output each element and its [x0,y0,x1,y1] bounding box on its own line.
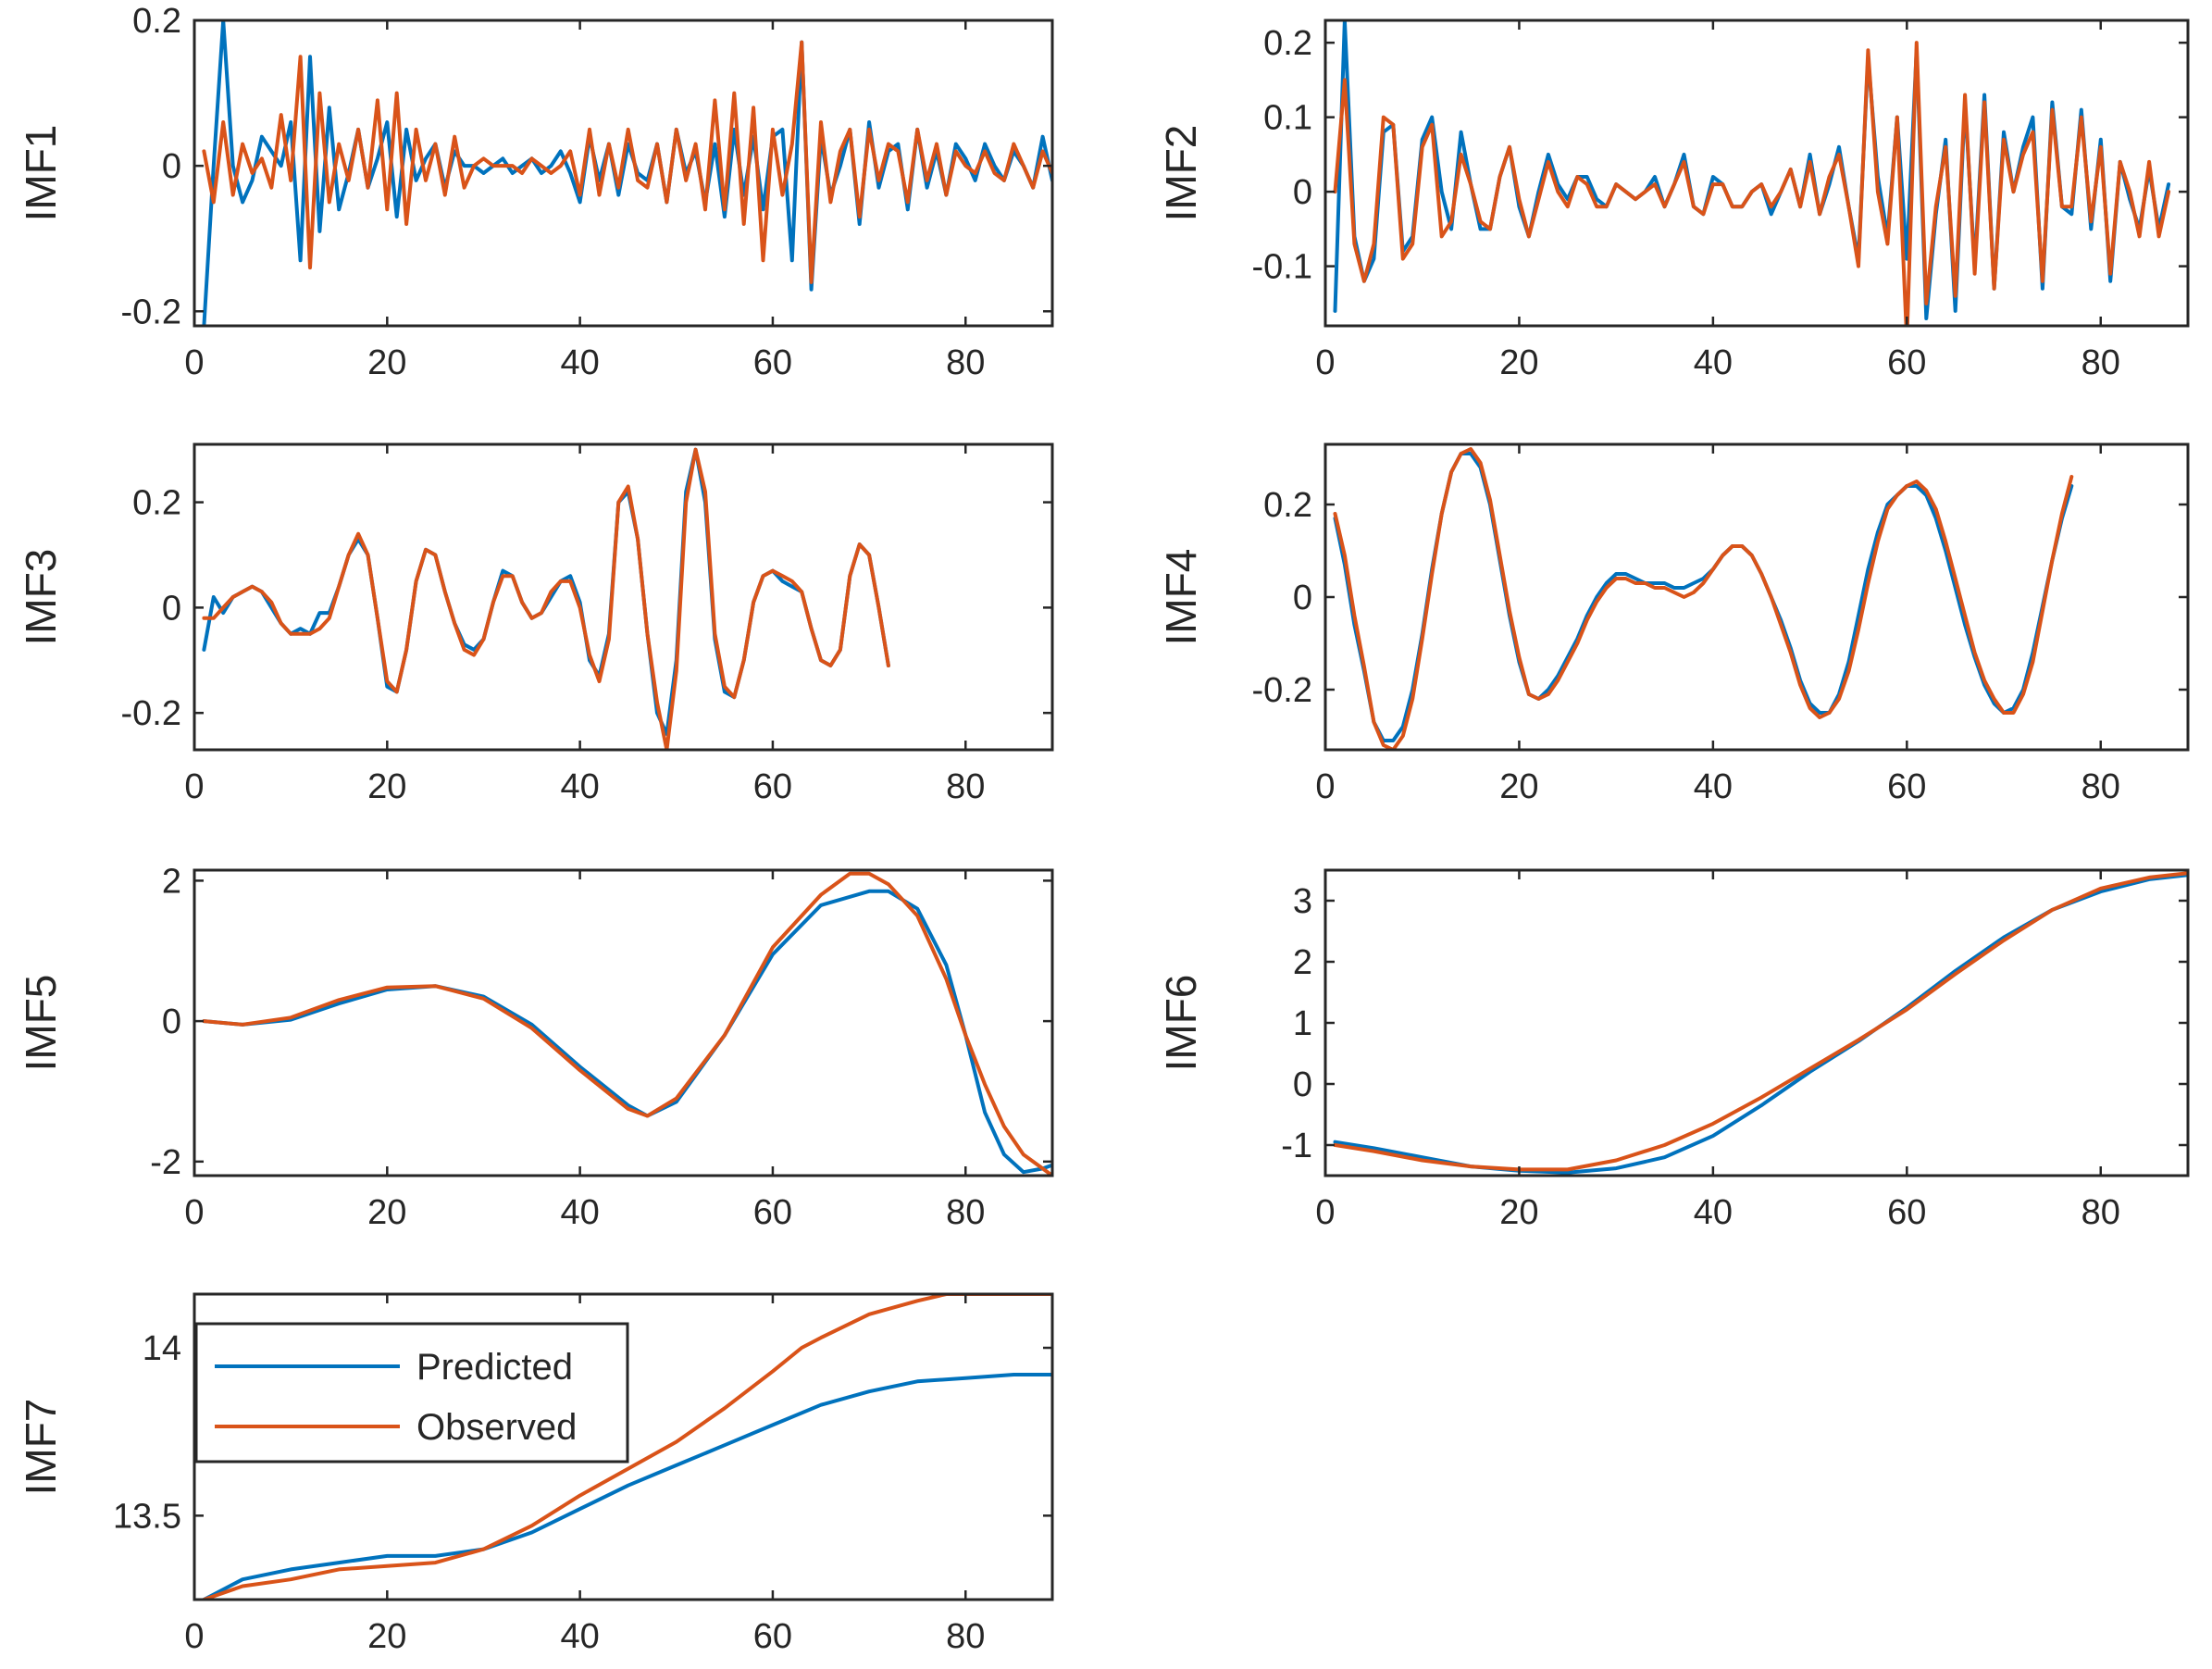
imf5-ytick-label: 2 [162,862,181,901]
imf4-series-group [1333,447,2074,750]
imf5-xtick-label: 20 [367,1193,406,1232]
imf4-panel: 0 20 40 60 80 -0.2 0 0.2 IMF4 [1157,442,2190,806]
imf7-panel: 0 20 40 60 80 13.5 14 IMF7 [17,1292,1054,1656]
imf7-series-predicted [202,1373,1052,1600]
imf1-xtick-label: 80 [946,343,985,382]
imf2-panel: 0 20 40 60 80 -0.1 0 0.1 0.2 IMF2 [1157,19,2190,382]
imf5-axes-box [193,868,1054,1177]
imf7-axes-box [193,1292,1054,1601]
imf3-xtick-label: 40 [560,767,599,806]
imf5-series-group [202,871,1052,1176]
imf6-ytick-label: 2 [1293,943,1312,982]
legend-box [194,1322,629,1463]
imf7-xtick-label: 40 [560,1617,599,1656]
imf4-xtick-label: 40 [1694,767,1733,806]
imf6-ytick-label: 1 [1293,1004,1312,1043]
imf3-xtick-label: 80 [946,767,985,806]
imf3-xtick-label: 20 [367,767,406,806]
imf6-ytick-label: -1 [1281,1127,1312,1165]
imf4-ytick-label: 0.2 [1263,486,1312,525]
imf3-axes-box [193,442,1054,752]
imf4-ytick-label: -0.2 [1252,671,1312,710]
imf3-xtick-label: 0 [184,767,204,806]
legend-label-observed: Observed [416,1407,577,1448]
imf7-ylabel: IMF7 [17,1399,65,1496]
imf1-xtick-label: 40 [560,343,599,382]
imf1-axes-box [193,19,1054,328]
imf2-ytick-label: 0 [1293,173,1312,212]
imf4-ylabel: IMF4 [1157,549,1205,646]
imf3-ytick-label: 0 [162,589,181,628]
imf6-ylabel: IMF6 [1157,975,1205,1072]
imf7-xtick-label: 0 [184,1617,204,1656]
imf3-ytick-label: 0.2 [132,484,181,523]
imf6-xtick-label: 20 [1499,1193,1538,1232]
imf7-ytick-label: 13.5 [113,1497,181,1536]
imf4-series-observed [1333,447,2074,750]
imf6-series-group [1333,871,2188,1175]
imf5-series-observed [202,871,1052,1176]
imf6-ytick-label: 0 [1293,1065,1312,1104]
imf7-series-group [202,1294,1052,1600]
imf5-xtick-label: 60 [753,1193,792,1232]
imf6-xtick-label: 60 [1887,1193,1926,1232]
legend: Predicted Observed [194,1322,629,1463]
imf6-series-observed [1333,871,2188,1172]
imf5-xtick-label: 80 [946,1193,985,1232]
imf2-xtick-label: 80 [2082,343,2120,382]
imf3-ytick-label: -0.2 [121,694,181,733]
imf1-ytick-label: 0.2 [132,2,181,41]
imf4-ytick-label: 0 [1293,579,1312,617]
imf7-xtick-label: 80 [946,1617,985,1656]
imf4-xtick-label: 80 [2082,767,2120,806]
imf2-axes-box [1323,19,2190,328]
imf6-xtick-label: 0 [1315,1193,1335,1232]
imf7-xtick-label: 60 [753,1617,792,1656]
imf5-ytick-label: -2 [150,1143,181,1182]
imf3-xtick-label: 60 [753,767,792,806]
imf4-xtick-label: 0 [1315,767,1335,806]
imf2-xtick-label: 40 [1694,343,1733,382]
imf5-ylabel: IMF5 [17,975,65,1072]
imf2-xtick-label: 60 [1887,343,1926,382]
imf2-ytick-label: 0.1 [1263,99,1312,138]
imf2-series-group [1333,20,2171,326]
imf5-xtick-label: 0 [184,1193,204,1232]
imf4-xtick-label: 60 [1887,767,1926,806]
imf6-ytick-label: 3 [1293,882,1312,921]
imf2-xtick-label: 0 [1315,343,1335,382]
imf7-xtick-label: 20 [367,1617,406,1656]
imf3-series-group [202,447,890,750]
imf1-series-group [202,20,1052,326]
imf5-ytick-label: 0 [162,1003,181,1041]
imf6-xtick-label: 40 [1694,1193,1733,1232]
imf6-xtick-label: 80 [2082,1193,2120,1232]
imf1-xtick-label: 0 [184,343,204,382]
imf1-xtick-label: 20 [367,343,406,382]
imf1-xtick-label: 60 [753,343,792,382]
imf2-ytick-label: 0.2 [1263,24,1312,63]
imf1-ytick-label: 0 [162,147,181,186]
imf3-ylabel: IMF3 [17,549,65,646]
imf1-ylabel: IMF1 [17,125,65,222]
imf2-series-observed [1333,41,2171,326]
imf1-ytick-label: -0.2 [121,293,181,331]
imf4-xtick-label: 20 [1499,767,1538,806]
legend-label-predicted: Predicted [416,1347,573,1388]
imf1-series-observed [202,40,1052,284]
imf7-ytick-label: 14 [143,1329,181,1368]
imf2-ylabel: IMF2 [1157,125,1205,222]
imf3-series-observed [202,447,890,750]
imf2-ytick-label: -0.1 [1252,248,1312,287]
imf7-series-observed [202,1294,1052,1600]
imf5-xtick-label: 40 [560,1193,599,1232]
imf2-xtick-label: 20 [1499,343,1538,382]
